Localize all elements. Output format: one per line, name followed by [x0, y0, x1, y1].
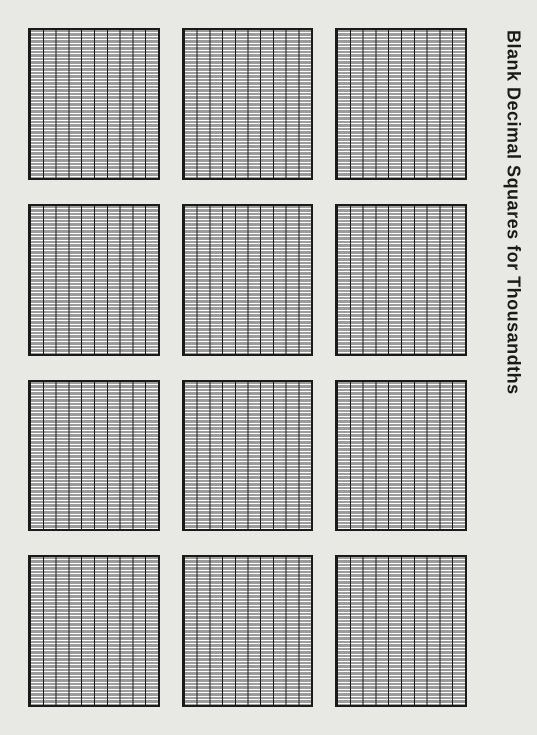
decimal-square — [28, 380, 160, 532]
page-title: Blank Decimal Squares for Thousandths — [503, 30, 524, 395]
decimal-square — [335, 204, 467, 356]
decimal-square — [182, 28, 314, 180]
title-rail: Blank Decimal Squares for Thousandths — [489, 0, 537, 735]
decimal-square — [182, 380, 314, 532]
decimal-square — [28, 204, 160, 356]
worksheet-grid — [0, 0, 489, 735]
decimal-square — [182, 555, 314, 707]
decimal-square — [335, 380, 467, 532]
decimal-square — [335, 555, 467, 707]
decimal-square — [335, 28, 467, 180]
decimal-square — [28, 28, 160, 180]
decimal-square — [182, 204, 314, 356]
decimal-square — [28, 555, 160, 707]
